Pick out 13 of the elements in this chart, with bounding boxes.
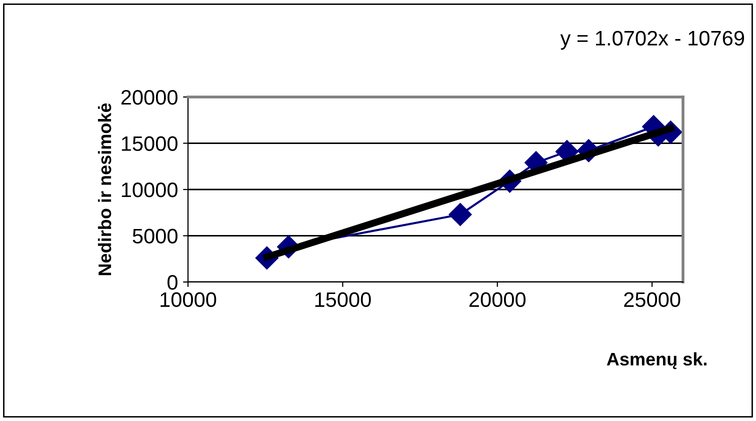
y-tick-label: 20000 xyxy=(121,90,178,105)
x-tick-label: 10000 xyxy=(160,292,216,308)
y-tick-label: 10000 xyxy=(122,182,178,198)
text: y = 1.0702x - 10769 xyxy=(560,30,744,50)
x-tick-label: 15000 xyxy=(315,292,371,308)
point xyxy=(448,202,472,226)
x-axis-title: Asmenų sk. xyxy=(606,352,707,370)
y-tick-label: 15000 xyxy=(122,136,178,152)
x-tick-label: 20000 xyxy=(469,292,526,308)
y-axis-title: Nedirbo ir nesimokė xyxy=(98,103,112,276)
y-tick-label: 5000 xyxy=(132,228,178,244)
y-tick-label: 0 xyxy=(168,275,178,290)
x-tick-label: 25000 xyxy=(624,292,680,308)
